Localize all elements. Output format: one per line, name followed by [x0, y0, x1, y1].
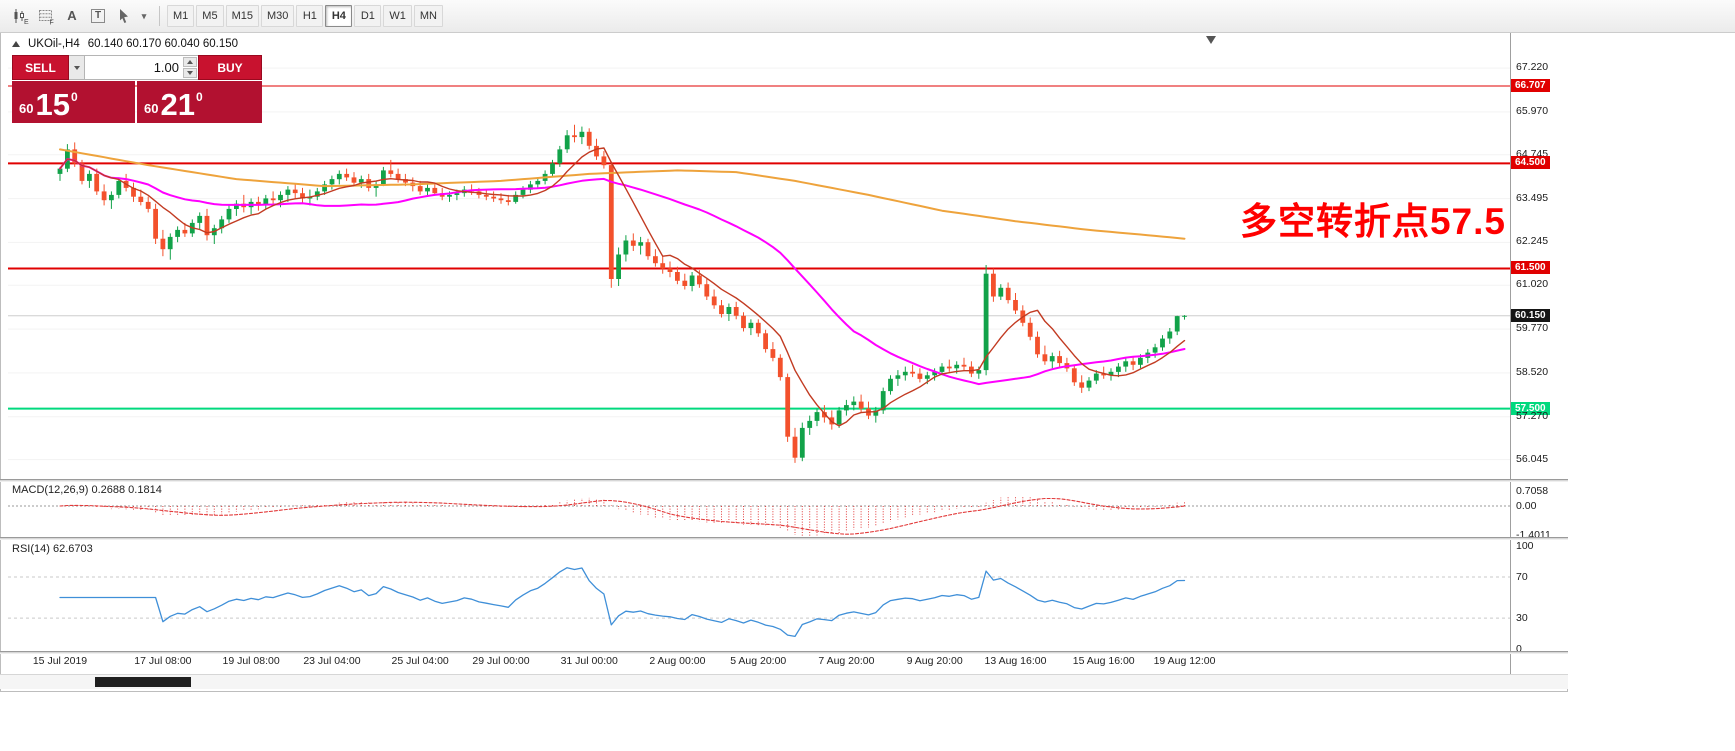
- collapse-panel-icon[interactable]: [12, 41, 20, 47]
- chart-shift-marker[interactable]: [1206, 36, 1216, 44]
- svg-text:F: F: [50, 20, 54, 26]
- crosshair-cursor-icon[interactable]: [112, 4, 136, 28]
- price-axis[interactable]: 67.220 66.707 65.970 64.745 64.500 63.495 62.2…: [1510, 33, 1568, 674]
- volume-increase-button[interactable]: [183, 57, 197, 67]
- timeframe-button-m15[interactable]: M15: [225, 5, 259, 27]
- buy-price-main: 21: [160, 87, 195, 122]
- time-label: 15 Jul 2019: [32, 655, 88, 667]
- cursor-dropdown-icon[interactable]: ▾: [141, 11, 147, 21]
- volume-input[interactable]: [85, 56, 198, 79]
- volume-decrease-button[interactable]: [183, 68, 197, 78]
- buy-price-display[interactable]: 60 21 0: [137, 81, 262, 123]
- panel-separator[interactable]: [0, 537, 1568, 540]
- text-annotation-icon[interactable]: A: [67, 8, 77, 23]
- trend-annotation: 多空转折点57.5: [1239, 201, 1506, 242]
- panel-separator[interactable]: [0, 479, 1568, 482]
- toolbar-separator: [159, 6, 160, 26]
- toolbar-tools: E F A T ▾: [8, 4, 152, 28]
- price-axis-label: 56.045: [1516, 452, 1549, 465]
- time-label: 2 Aug 00:00: [649, 655, 706, 667]
- price-axis-label: 57.270: [1516, 409, 1549, 422]
- price-axis-label: 61.020: [1516, 278, 1549, 291]
- main-chart-plot[interactable]: [8, 46, 1510, 478]
- toolbar: E F A T ▾ M1 M5 M15 M30 H1 H4 D1 W1 MN: [0, 0, 1735, 33]
- timeframe-button-h1[interactable]: H1: [296, 5, 324, 27]
- timeframe-button-h4[interactable]: H4: [325, 5, 353, 27]
- rsi-plot[interactable]: [8, 541, 1510, 651]
- rsi-axis-label: 0: [1516, 642, 1522, 655]
- price-line-badge: 61.500: [1511, 261, 1550, 275]
- time-label: 19 Aug 12:00: [1153, 655, 1216, 667]
- time-label: 25 Jul 04:00: [391, 655, 449, 667]
- price-line-badge: 57.500: [1511, 401, 1550, 415]
- chart-ohlc-header: UKOil-,H4 60.140 60.170 60.040 60.150: [12, 37, 238, 51]
- rsi-axis-label: 100: [1516, 540, 1534, 553]
- sell-price-prefix: 60: [19, 101, 34, 116]
- buy-price-sup: 0: [195, 90, 203, 104]
- volume-field: [85, 55, 198, 80]
- time-label: 23 Jul 04:00: [303, 655, 361, 667]
- panel-separator[interactable]: [0, 651, 1568, 654]
- time-label: 5 Aug 20:00: [730, 655, 787, 667]
- chevron-up-icon: [187, 60, 193, 64]
- price-axis-label: 59.770: [1516, 322, 1549, 335]
- rsi-panel-label: RSI(14) 62.6703: [12, 543, 93, 555]
- timeframe-button-m1[interactable]: M1: [167, 5, 195, 27]
- sell-price-main: 15: [35, 87, 70, 122]
- time-label: 9 Aug 20:00: [906, 655, 963, 667]
- buy-button[interactable]: BUY: [198, 55, 262, 80]
- price-axis-label: 67.220: [1516, 61, 1549, 74]
- horizontal-scrollbar[interactable]: [0, 674, 1568, 689]
- one-click-trading-panel: SELL BUY 60 15 0 60 21 0: [12, 55, 262, 123]
- timeframe-button-m5[interactable]: M5: [196, 5, 224, 27]
- volume-options-button[interactable]: [69, 55, 85, 80]
- ohlc-values: 60.140 60.170 60.040 60.150: [87, 38, 239, 50]
- template-icon[interactable]: T: [86, 4, 110, 28]
- timeframe-button-mn[interactable]: MN: [413, 5, 443, 27]
- time-label: 15 Aug 16:00: [1072, 655, 1135, 667]
- buy-price-prefix: 60: [144, 101, 159, 116]
- price-axis-label: 62.245: [1516, 235, 1549, 248]
- price-line-badge: 64.500: [1511, 156, 1550, 170]
- sell-price-display[interactable]: 60 15 0: [12, 81, 135, 123]
- time-label: 13 Aug 16:00: [984, 655, 1047, 667]
- price-axis-label: 65.970: [1516, 104, 1549, 117]
- time-axis[interactable]: 15 Jul 2019 17 Jul 08:00 19 Jul 08:00 23 Ju…: [0, 655, 1510, 671]
- timeframe-button-d1[interactable]: D1: [354, 5, 382, 27]
- current-price-badge: 60.150: [1511, 308, 1550, 322]
- price-axis-label: 58.520: [1516, 365, 1549, 378]
- chevron-down-icon: [187, 71, 193, 75]
- macd-panel-label: MACD(12,26,9) 0.2688 0.1814: [12, 484, 162, 496]
- time-label: 7 Aug 20:00: [818, 655, 875, 667]
- time-label: 19 Jul 08:00: [222, 655, 280, 667]
- sell-price-sup: 0: [70, 90, 78, 104]
- chart-window: [0, 33, 1568, 692]
- timeframe-button-w1[interactable]: W1: [383, 5, 412, 27]
- symbol-timeframe: UKOil-,H4: [28, 38, 80, 50]
- candlestick-chart-icon[interactable]: E: [8, 4, 32, 28]
- svg-text:E: E: [24, 19, 29, 25]
- rsi-axis-label: 30: [1516, 612, 1528, 625]
- chevron-down-icon: [73, 65, 80, 70]
- timeframe-bar: M1 M5 M15 M30 H1 H4 D1 W1 MN: [167, 5, 445, 27]
- time-label: 31 Jul 00:00: [560, 655, 618, 667]
- macd-axis-label: 0.00: [1516, 499, 1537, 512]
- rsi-axis-label: 70: [1516, 570, 1528, 583]
- time-label: 17 Jul 08:00: [134, 655, 192, 667]
- price-line-badge: 66.707: [1511, 79, 1550, 93]
- timeframe-button-m30[interactable]: M30: [260, 5, 295, 27]
- sell-button[interactable]: SELL: [12, 55, 69, 80]
- price-axis-label: 63.495: [1516, 191, 1549, 204]
- macd-plot[interactable]: [8, 482, 1510, 536]
- macd-axis-label: 0.7058: [1516, 485, 1549, 498]
- indicators-grid-icon[interactable]: F: [34, 4, 58, 28]
- time-label: 29 Jul 00:00: [472, 655, 530, 667]
- scrollbar-thumb[interactable]: [95, 677, 191, 687]
